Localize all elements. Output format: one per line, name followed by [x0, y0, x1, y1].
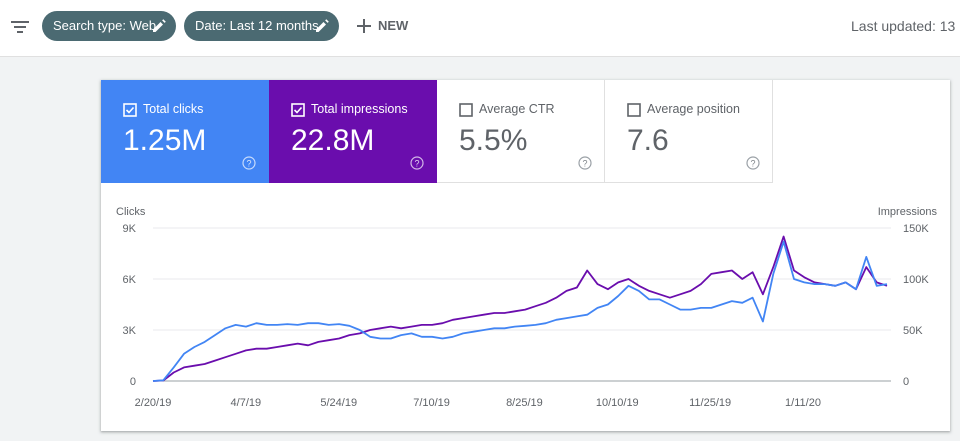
- metric-label: Total impressions: [311, 102, 408, 116]
- x-tick-label: 4/7/19: [231, 397, 262, 409]
- left-tick-label: 9K: [123, 223, 137, 235]
- checkbox-checked-icon[interactable]: [123, 103, 137, 117]
- checkbox-unchecked-icon[interactable]: [627, 103, 641, 117]
- metric-value: 1.25M: [123, 124, 207, 157]
- x-tick-label: 10/10/19: [596, 397, 639, 409]
- help-icon[interactable]: ?: [410, 156, 424, 170]
- plus-icon: [357, 19, 371, 33]
- date-range-chip[interactable]: Date: Last 12 months: [184, 11, 339, 41]
- search-type-chip-label: Search type: Web: [53, 18, 157, 33]
- metric-average-ctr[interactable]: Average CTR 5.5% ?: [437, 80, 605, 183]
- right-axis-title: Impressions: [878, 206, 938, 218]
- svg-text:?: ?: [414, 159, 419, 169]
- metric-total-impressions[interactable]: Total impressions 22.8M ?: [269, 80, 437, 183]
- left-tick-label: 6K: [123, 274, 137, 286]
- right-axis-ticks: 150K 100K 50K 0: [903, 223, 929, 388]
- help-icon[interactable]: ?: [242, 156, 256, 170]
- metric-value: 7.6: [627, 124, 669, 157]
- impressions-series-line: [152, 235, 888, 382]
- svg-text:?: ?: [246, 159, 251, 169]
- clicks-series-line: [152, 240, 888, 382]
- pencil-icon: [316, 19, 329, 32]
- metric-value: 22.8M: [291, 124, 375, 157]
- x-axis-ticks: 2/20/19 4/7/19 5/24/19 7/10/19 8/25/19 10/10/…: [135, 397, 821, 409]
- x-tick-label: 7/10/19: [413, 397, 450, 409]
- left-tick-label: 0: [130, 376, 136, 388]
- metric-label: Average CTR: [479, 102, 555, 116]
- left-axis-ticks: 9K 6K 3K 0: [123, 223, 137, 388]
- metric-label: Average position: [647, 102, 740, 116]
- new-filter-label: NEW: [378, 18, 409, 33]
- new-filter-button[interactable]: NEW: [354, 11, 408, 41]
- chart-series: [152, 235, 888, 382]
- svg-text:?: ?: [582, 159, 587, 169]
- last-updated-text: Last updated: 13 h: [851, 18, 960, 34]
- x-tick-label: 2/20/19: [135, 397, 172, 409]
- filter-list-icon[interactable]: [10, 17, 30, 37]
- checkbox-checked-icon[interactable]: [291, 103, 305, 117]
- x-tick-label: 8/25/19: [506, 397, 543, 409]
- right-tick-label: 150K: [903, 223, 929, 235]
- top-toolbar: Search type: Web Date: Last 12 months NE…: [0, 0, 960, 57]
- left-tick-label: 3K: [123, 325, 137, 337]
- search-type-chip[interactable]: Search type: Web: [42, 11, 176, 41]
- x-tick-label: 11/25/19: [689, 397, 731, 409]
- x-tick-label: 5/24/19: [320, 397, 357, 409]
- help-icon[interactable]: ?: [578, 156, 592, 170]
- left-axis-title: Clicks: [116, 206, 146, 218]
- pencil-icon: [153, 19, 166, 32]
- metric-average-position[interactable]: Average position 7.6 ?: [605, 80, 773, 183]
- right-tick-label: 100K: [903, 274, 929, 286]
- svg-text:?: ?: [750, 159, 755, 169]
- metric-label: Total clicks: [143, 102, 204, 116]
- help-icon[interactable]: ?: [746, 156, 760, 170]
- x-tick-label: 1/11/20: [785, 397, 821, 409]
- chart-grid: [153, 227, 891, 382]
- metric-value: 5.5%: [459, 124, 528, 157]
- date-range-chip-label: Date: Last 12 months: [195, 18, 319, 33]
- right-tick-label: 50K: [903, 325, 923, 337]
- metric-total-clicks[interactable]: Total clicks 1.25M ?: [101, 80, 269, 183]
- checkbox-unchecked-icon[interactable]: [459, 103, 473, 117]
- right-tick-label: 0: [903, 376, 909, 388]
- performance-card: Total clicks 1.25M ? Total impressions 2…: [101, 80, 950, 431]
